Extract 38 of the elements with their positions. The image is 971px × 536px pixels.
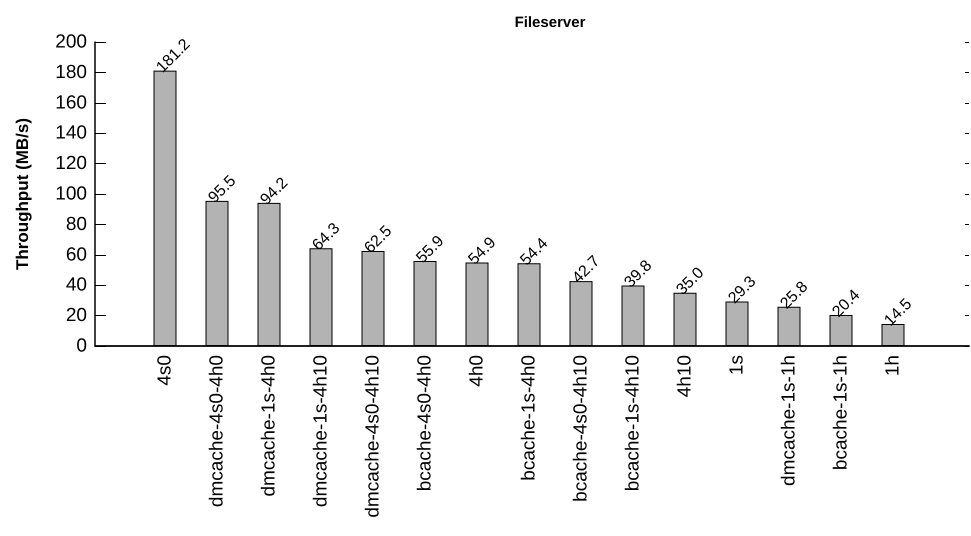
y-axis-title: Throughput (MB/s): [13, 118, 32, 270]
x-tick-label: bcache-1s-4h10: [622, 355, 644, 492]
y-tick-label: 0: [76, 336, 87, 356]
data-label: 55.9: [413, 232, 448, 267]
x-tick-label: 4h0: [466, 355, 488, 387]
y-tick-label: 160: [55, 92, 87, 114]
data-label: 54.4: [517, 234, 552, 269]
y-tick-label: 180: [55, 62, 87, 83]
data-label: 54.9: [465, 234, 500, 268]
data-label: 64.3: [309, 220, 344, 254]
x-tick-label: dmcache-1s-4h0: [258, 355, 280, 497]
x-tick-label: 4s0: [154, 355, 176, 386]
y-tick-label: 20: [66, 305, 87, 326]
y-tick-label: 100: [55, 184, 87, 204]
y-tick-label: 80: [66, 214, 87, 235]
x-tick-label: bcache-1s-4h0: [518, 355, 540, 481]
y-tick-label: 120: [55, 153, 87, 174]
y-tick-label: 200: [55, 32, 87, 52]
data-label: 94.2: [257, 174, 292, 208]
chart-title: Fileserver: [514, 14, 586, 31]
x-tick-label: dmcache-1s-4h10: [310, 355, 332, 508]
y-tick-label: 40: [66, 274, 87, 296]
x-tick-label: dmcache-4s0-4h10: [362, 355, 384, 518]
x-tick-label: dmcache-1s-1h: [778, 355, 800, 486]
data-label: 62.5: [361, 222, 396, 257]
x-tick-label: bcache-1s-1h: [830, 355, 852, 470]
y-tick-label: 60: [66, 244, 87, 266]
data-label: 39.8: [621, 257, 656, 292]
x-tick-label: 4h10: [674, 355, 696, 398]
data-label: 95.5: [205, 172, 240, 207]
x-tick-label: dmcache-4s0-4h0: [206, 355, 228, 508]
y-tick-label: 140: [55, 122, 87, 144]
x-tick-label: 1s: [726, 355, 748, 376]
x-tick-label: bcache-4s0-4h0: [414, 355, 436, 492]
data-label: 35.0: [673, 264, 708, 298]
x-tick-label: bcache-4s0-4h10: [570, 355, 592, 502]
x-tick-label: 1h: [882, 355, 904, 376]
data-label: 42.7: [569, 252, 604, 287]
